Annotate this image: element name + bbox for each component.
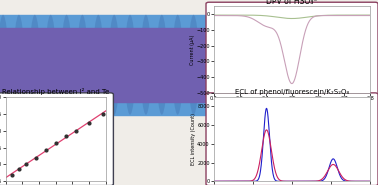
Ellipse shape xyxy=(0,15,8,115)
Ellipse shape xyxy=(29,15,40,115)
Ellipse shape xyxy=(172,15,183,115)
Ellipse shape xyxy=(220,15,231,115)
Title: ECL of phenol/fluorescein/K₂S₂O₈: ECL of phenol/fluorescein/K₂S₂O₈ xyxy=(235,89,349,95)
Point xyxy=(23,163,29,166)
Point xyxy=(73,129,79,132)
Ellipse shape xyxy=(156,15,167,115)
Ellipse shape xyxy=(252,15,262,115)
Ellipse shape xyxy=(204,15,215,115)
Ellipse shape xyxy=(125,15,135,115)
Ellipse shape xyxy=(239,15,284,115)
Bar xyxy=(255,15,266,115)
Ellipse shape xyxy=(188,15,199,115)
Point xyxy=(63,135,69,138)
Ellipse shape xyxy=(109,15,119,115)
Point xyxy=(53,142,59,145)
Ellipse shape xyxy=(77,15,88,115)
Y-axis label: ECL intensity (Count): ECL intensity (Count) xyxy=(191,113,196,165)
Title: Relationship between I² and Te: Relationship between I² and Te xyxy=(2,88,109,95)
Point xyxy=(33,156,39,159)
Point xyxy=(43,148,49,151)
Point xyxy=(86,122,92,125)
Point xyxy=(99,112,105,115)
Ellipse shape xyxy=(236,15,246,115)
Bar xyxy=(0,15,257,115)
Y-axis label: Current (μA): Current (μA) xyxy=(190,34,195,65)
Title: DPV of HSO₃⁻: DPV of HSO₃⁻ xyxy=(266,0,318,6)
Ellipse shape xyxy=(240,15,274,115)
Point xyxy=(9,173,15,176)
Point xyxy=(16,167,22,170)
Bar xyxy=(0,28,242,102)
X-axis label: Potential (V vs Ag/AgCl): Potential (V vs Ag/AgCl) xyxy=(263,103,321,108)
Ellipse shape xyxy=(141,15,151,115)
Ellipse shape xyxy=(61,15,72,115)
Ellipse shape xyxy=(93,15,104,115)
Ellipse shape xyxy=(14,15,24,115)
Ellipse shape xyxy=(229,28,255,102)
Ellipse shape xyxy=(45,15,56,115)
